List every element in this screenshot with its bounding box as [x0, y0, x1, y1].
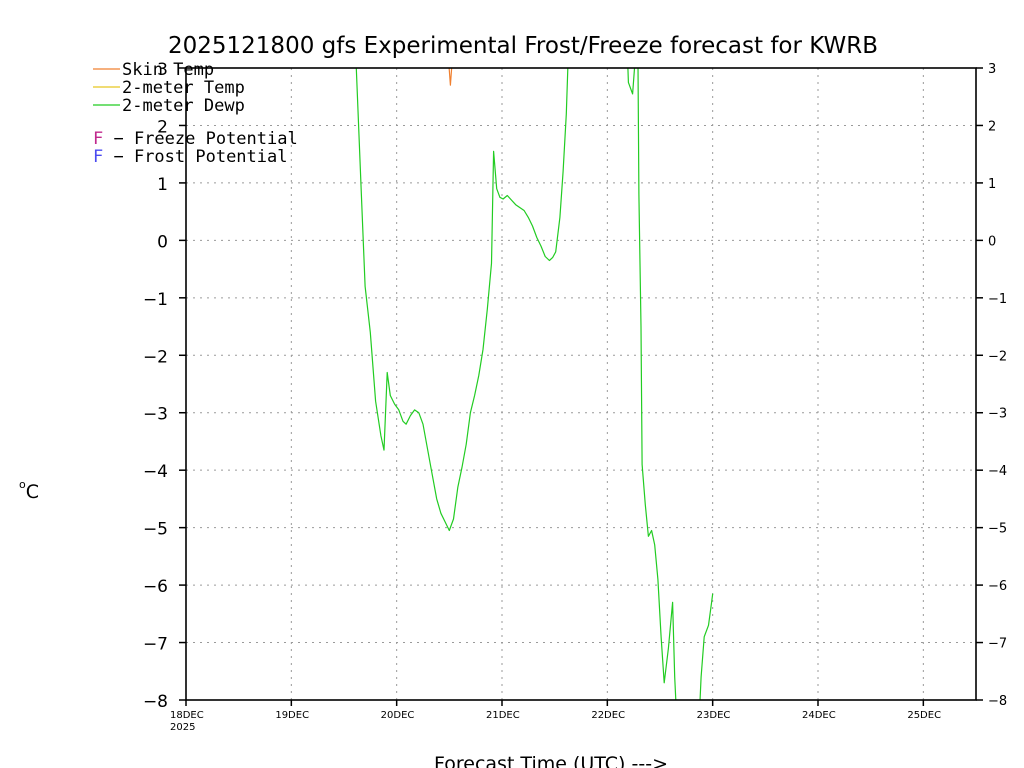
x-tick-label: 20DEC: [381, 710, 415, 721]
series-line-2-meter-dewp: [355, 68, 569, 532]
y-tick-label-right: −3: [988, 407, 1007, 422]
legend-label: 2-meter Dewp: [122, 96, 245, 116]
series-line-2-meter-dewp: [627, 68, 677, 700]
y-tick-label-right: 2: [988, 119, 996, 134]
annotation-text: F − Frost Potential: [93, 147, 287, 167]
x-tick-label: 21DEC: [486, 710, 520, 721]
x-tick-label: 23DEC: [697, 710, 731, 721]
y-axis-ticks: 3 3 2 2 1 1 0 0 −1 −1 −2 −2 −3 −3 −4 −4 −5 −5 −6 −6 −7 −7 −8 −8: [143, 60, 1007, 712]
grid-lines: [185, 67, 976, 701]
y-tick-label-left: −3: [143, 405, 168, 425]
y-tick-label-left: −5: [143, 520, 168, 540]
annotation-marker: F: [93, 147, 103, 167]
y-tick-label-right: 1: [988, 177, 996, 192]
y-tick-label-left: −2: [143, 347, 168, 367]
y-tick-label-right: 0: [988, 234, 996, 249]
chart-title: 2025121800 gfs Experimental Frost/Freeze…: [168, 33, 878, 59]
series-line-2-meter-dewp: [699, 593, 714, 700]
y-tick-label-left: −8: [143, 692, 168, 712]
y-tick-label-left: 3: [157, 60, 168, 80]
y-tick-label-left: 0: [157, 232, 168, 252]
annotation-marker: F: [93, 129, 103, 149]
annotation-text: F − Freeze Potential: [93, 129, 298, 149]
x-tick-label: 25DEC: [907, 710, 941, 721]
y-tick-label-right: −6: [988, 579, 1007, 594]
y-tick-label-left: 1: [157, 175, 168, 195]
plot-frame: [185, 67, 977, 701]
y-tick-label-left: −6: [143, 577, 168, 597]
legend-label: Skin Temp: [122, 60, 214, 80]
x-tick-sublabel: 2025: [170, 722, 195, 733]
x-axis-label: Forecast Time (UTC) --->: [434, 753, 668, 768]
y-tick-label-left: −4: [143, 462, 168, 482]
x-tick-label: 24DEC: [802, 710, 836, 721]
legend-label: 2-meter Temp: [122, 78, 245, 98]
annotation-label: − Freeze Potential: [103, 129, 297, 149]
x-tick-label: 18DEC: [170, 710, 204, 721]
y-tick-label-right: −5: [988, 522, 1007, 537]
y-tick-label-left: −1: [143, 290, 168, 310]
x-tick-label: 22DEC: [591, 710, 625, 721]
y-tick-label-right: −4: [988, 464, 1007, 479]
y-tick-label-right: 3: [988, 62, 996, 77]
x-tick-label: 19DEC: [275, 710, 309, 721]
y-tick-label-right: −2: [988, 349, 1007, 364]
annotation-label: − Frost Potential: [103, 147, 287, 167]
y-axis-label-unit: C: [26, 481, 39, 503]
y-tick-label-left: 2: [157, 117, 168, 137]
y-tick-label-right: −1: [988, 292, 1007, 307]
y-tick-label-right: −7: [988, 637, 1007, 652]
y-tick-label-right: −8: [988, 694, 1007, 709]
y-axis-label-degree: o: [19, 478, 26, 491]
series-lines: [355, 68, 714, 700]
y-tick-label-left: −7: [143, 635, 168, 655]
y-axis-label: oC: [19, 478, 39, 503]
series-line-skin-temp: [448, 68, 453, 86]
